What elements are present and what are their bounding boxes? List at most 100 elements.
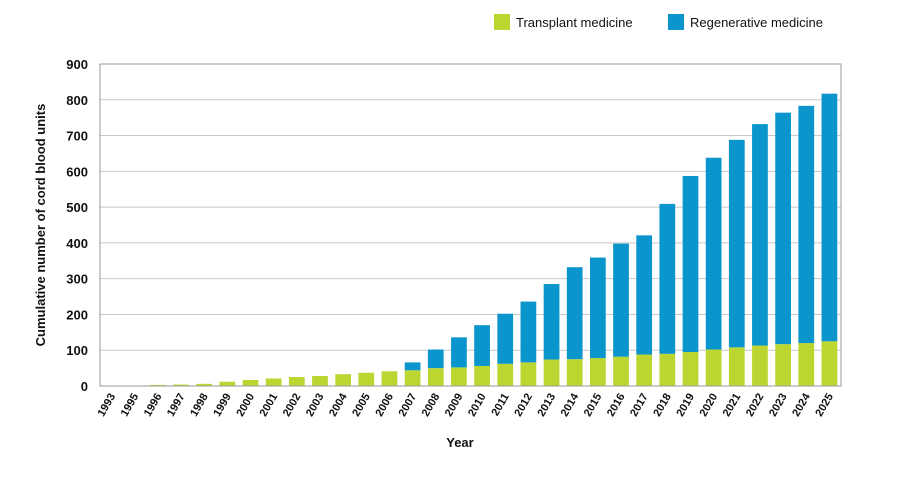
x-tick-label: 2019 <box>674 392 697 419</box>
bar-regenerative-2019 <box>682 175 699 353</box>
y-tick-label: 0 <box>81 379 88 394</box>
bar-transplant-2020 <box>705 349 722 386</box>
x-tick-label: 2014 <box>559 391 582 419</box>
bar-transplant-2000 <box>242 379 259 386</box>
axes <box>99 63 842 387</box>
bar-regenerative-2010 <box>474 325 490 366</box>
bar-regenerative-2024 <box>798 105 815 344</box>
bar-transplant-1999 <box>219 381 236 386</box>
bar-regenerative-2021 <box>728 139 745 348</box>
bar-transplant-2016 <box>613 356 629 386</box>
bar-transplant-2018 <box>659 353 676 386</box>
legend-swatch-regenerative <box>668 14 684 30</box>
bar-transplant-2014 <box>566 359 583 386</box>
x-axis-title: Year <box>446 435 473 450</box>
bar-transplant-2012 <box>520 362 537 386</box>
legend-label-transplant: Transplant medicine <box>516 15 633 30</box>
y-tick-label: 500 <box>66 200 88 215</box>
legend-swatch-transplant <box>494 14 510 30</box>
x-tick-label: 2020 <box>698 392 721 419</box>
bar-transplant-1997 <box>173 384 189 386</box>
x-tick-label: 2021 <box>721 392 744 419</box>
x-tick-label: 2012 <box>512 392 535 419</box>
y-tick-label: 600 <box>66 164 88 179</box>
bar-regenerative-2018 <box>659 203 676 354</box>
bar-regenerative-2017 <box>636 235 653 355</box>
bar-transplant-2015 <box>589 358 606 386</box>
bar-transplant-2017 <box>636 354 653 386</box>
x-tick-label: 2003 <box>304 392 327 419</box>
bar-regenerative-2025 <box>821 93 838 342</box>
bar-transplant-2005 <box>358 372 375 386</box>
x-tick-label: 2025 <box>813 392 836 419</box>
bars <box>103 93 838 386</box>
bar-transplant-2002 <box>288 377 305 386</box>
x-tick-label: 2022 <box>744 392 767 419</box>
y-tick-label: 800 <box>66 93 88 108</box>
bar-transplant-2009 <box>451 367 467 386</box>
x-tick-label: 2002 <box>281 392 304 419</box>
bar-transplant-2003 <box>312 375 328 386</box>
x-tick-label: 2009 <box>443 392 466 419</box>
y-tick-labels: 0 100 200 300 400 500 600 700 800 900 <box>66 57 88 394</box>
bar-regenerative-2022 <box>752 124 768 346</box>
x-tick-label: 2008 <box>420 392 443 419</box>
x-tick-label: 1995 <box>119 392 142 419</box>
x-tick-label: 2018 <box>651 392 674 419</box>
bar-transplant-2010 <box>474 365 490 386</box>
legend-label-regenerative: Regenerative medicine <box>690 15 823 30</box>
x-tick-label: 2024 <box>790 391 813 419</box>
x-tick-label: 2015 <box>582 392 605 419</box>
bar-regenerative-2014 <box>566 267 583 360</box>
x-tick-label: 2007 <box>397 392 420 419</box>
plot-frame <box>99 63 842 387</box>
x-tick-label: 2016 <box>605 392 628 419</box>
x-tick-label: 1997 <box>165 392 188 419</box>
bar-transplant-2023 <box>775 344 791 386</box>
y-tick-label: 700 <box>66 129 88 144</box>
y-tick-label: 100 <box>66 343 88 358</box>
bar-transplant-2008 <box>427 368 444 386</box>
y-tick-label: 900 <box>66 57 88 72</box>
x-tick-label: 2010 <box>466 392 489 419</box>
bar-regenerative-2012 <box>520 301 537 363</box>
bar-regenerative-2016 <box>613 243 629 357</box>
bar-regenerative-2013 <box>543 284 560 360</box>
bar-regenerative-2009 <box>451 337 467 368</box>
y-axis-title: Cumulative number of cord blood units <box>33 104 48 347</box>
bar-regenerative-2015 <box>589 257 606 359</box>
bar-transplant-2013 <box>543 359 560 386</box>
x-tick-label: 1998 <box>188 392 211 419</box>
bar-regenerative-2020 <box>705 157 722 350</box>
bar-transplant-2004 <box>335 374 352 386</box>
x-tick-labels: 1993 1995 1996 1997 1998 1999 2000 2001 2002 2003… <box>96 391 836 419</box>
x-tick-label: 2011 <box>490 392 512 419</box>
bar-transplant-2019 <box>682 352 699 386</box>
legend: Transplant medicine Regenerative medicin… <box>494 14 823 30</box>
x-tick-label: 2004 <box>327 391 350 419</box>
bar-regenerative-2023 <box>775 112 791 345</box>
y-tick-label: 200 <box>66 307 88 322</box>
x-tick-label: 2005 <box>350 392 373 419</box>
x-tick-label: 2017 <box>628 392 651 419</box>
bar-transplant-2021 <box>728 347 745 386</box>
bar-transplant-2001 <box>265 378 282 386</box>
x-tick-label: 1999 <box>211 392 234 419</box>
bar-transplant-2024 <box>798 343 815 386</box>
bar-transplant-2007 <box>404 370 421 386</box>
bar-transplant-2011 <box>497 363 514 386</box>
y-tick-label: 400 <box>66 236 88 251</box>
bar-regenerative-2011 <box>497 313 514 364</box>
bar-regenerative-2007 <box>404 362 421 371</box>
bar-regenerative-2008 <box>427 349 444 369</box>
x-tick-label: 1993 <box>96 392 119 419</box>
x-tick-label: 2000 <box>234 392 257 419</box>
x-tick-label: 2013 <box>536 392 559 419</box>
x-tick-label: 2006 <box>373 392 396 419</box>
bar-transplant-1996 <box>150 384 166 386</box>
bar-transplant-2006 <box>381 371 398 386</box>
y-tick-label: 300 <box>66 272 88 287</box>
x-tick-label: 2023 <box>767 392 790 419</box>
bar-transplant-1998 <box>196 383 213 386</box>
